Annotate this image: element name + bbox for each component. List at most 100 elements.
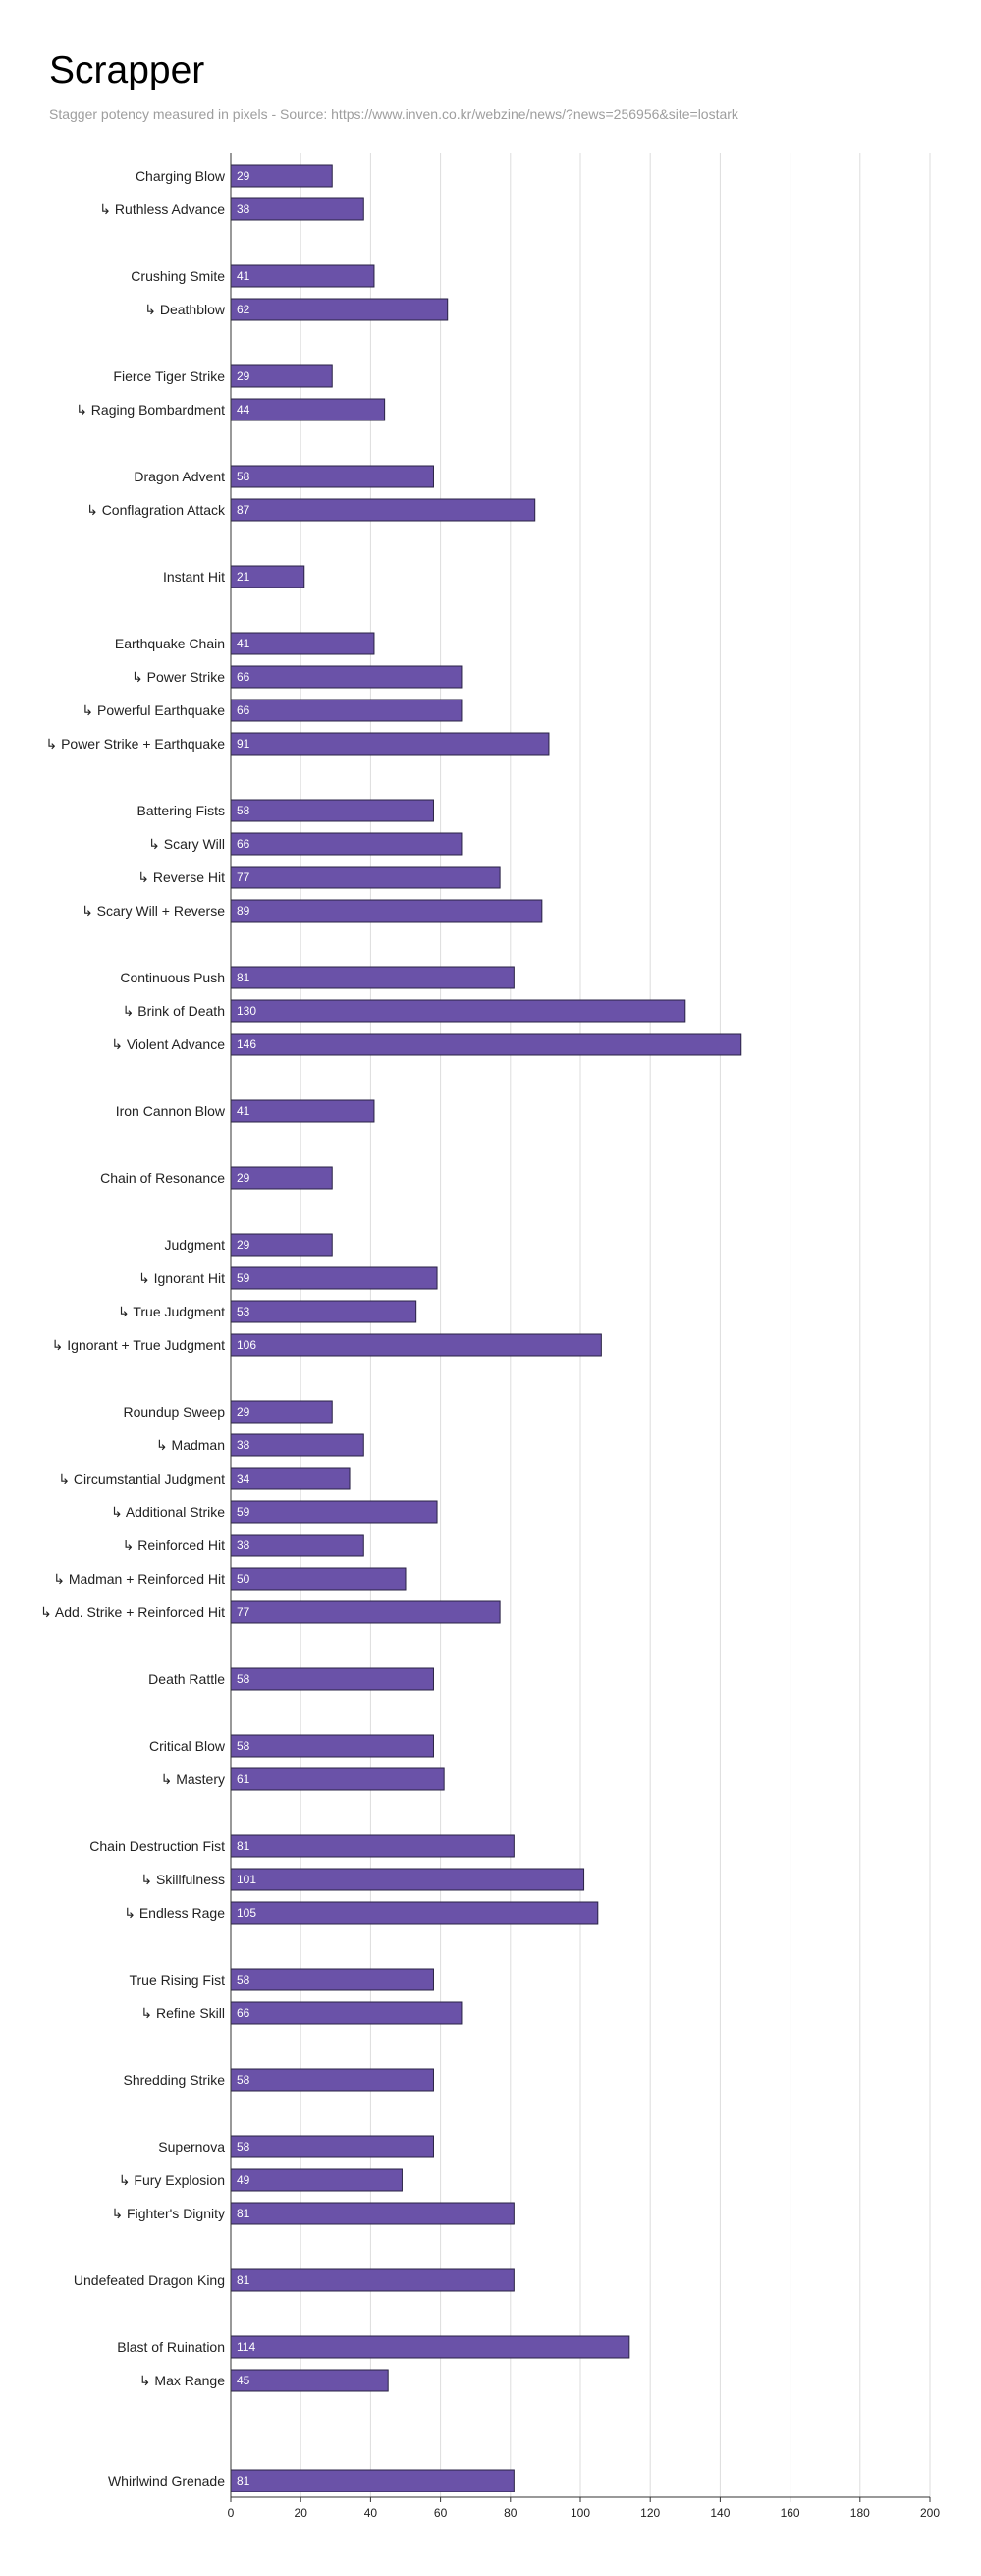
bar — [230, 799, 434, 822]
x-tick-label: 0 — [228, 2506, 235, 2520]
bar — [230, 498, 536, 522]
bar — [230, 1300, 417, 1323]
bar — [230, 732, 550, 756]
category-label: Continuous Push — [120, 970, 225, 985]
category-label: Charging Blow — [136, 168, 226, 184]
category-label: ↳ Max Range — [139, 2373, 225, 2388]
bar-value-label: 66 — [237, 837, 250, 851]
tick-labels: 0 20 40 60 80 100 120 140 160 180 200 — [228, 2506, 941, 2520]
bar — [230, 2135, 434, 2158]
category-label: Crushing Smite — [131, 268, 225, 284]
chart-subtitle: Stagger potency measured in pixels - Sou… — [49, 106, 738, 122]
category-label: ↳ Skillfulness — [140, 1872, 225, 1887]
bar — [230, 1968, 434, 1991]
category-label: Blast of Ruination — [117, 2339, 225, 2355]
category-label: ↳ Deathblow — [144, 302, 226, 317]
bar — [230, 1767, 445, 1791]
x-tick-label: 160 — [781, 2506, 800, 2520]
bar-value-label: 49 — [237, 2173, 250, 2187]
category-label: Whirlwind Grenade — [108, 2473, 225, 2489]
bar — [230, 999, 686, 1023]
bar — [230, 197, 364, 221]
bar — [230, 1333, 602, 1357]
bar — [230, 2469, 515, 2492]
bar-value-label: 34 — [237, 1472, 250, 1485]
bar — [230, 1901, 599, 1925]
bar-value-label: 21 — [237, 570, 250, 584]
category-label: ↳ Ignorant Hit — [138, 1270, 225, 1286]
chart-title: Scrapper — [49, 49, 205, 91]
x-tick-label: 20 — [295, 2506, 308, 2520]
bar — [230, 632, 375, 655]
bar-value-label: 87 — [237, 503, 250, 517]
bar-value-label: 59 — [237, 1271, 250, 1285]
category-label: Earthquake Chain — [115, 636, 225, 651]
category-label: Battering Fists — [137, 803, 225, 818]
bar — [230, 832, 463, 856]
bar-value-label: 29 — [237, 1405, 250, 1419]
bar-value-label: 29 — [237, 1238, 250, 1252]
bar-value-label: 66 — [237, 703, 250, 717]
bar-value-label: 41 — [237, 637, 250, 650]
x-tick-label: 120 — [640, 2506, 660, 2520]
bar-value-label: 58 — [237, 470, 250, 483]
bar-value-label: 58 — [237, 804, 250, 817]
category-label: ↳ Reverse Hit — [137, 869, 225, 885]
category-label: ↳ Circumstantial Judgment — [58, 1471, 225, 1486]
bar-value-label: 41 — [237, 269, 250, 283]
category-label: Undefeated Dragon King — [74, 2272, 225, 2288]
bar-value-label: 105 — [237, 1906, 256, 1920]
bar — [230, 1667, 434, 1691]
axes — [230, 153, 931, 2502]
bar-value-label: 106 — [237, 1338, 256, 1352]
bar — [230, 2268, 515, 2292]
bar-value-label: 58 — [237, 1739, 250, 1753]
x-tick-label: 60 — [434, 2506, 448, 2520]
bar-value-label: 77 — [237, 870, 250, 884]
bar-value-label: 77 — [237, 1605, 250, 1619]
category-label: ↳ Refine Skill — [140, 2005, 225, 2021]
category-labels: Charging Blow ↳ Ruthless Advance Crushing … — [40, 168, 226, 2489]
category-label: ↳ Mastery — [161, 1771, 225, 1787]
bar — [230, 1033, 742, 1056]
category-label: Critical Blow — [149, 1738, 226, 1754]
bar-value-label: 91 — [237, 737, 250, 751]
category-label: Dragon Advent — [134, 469, 225, 484]
bar — [230, 1099, 375, 1123]
x-tick-label: 100 — [571, 2506, 590, 2520]
bar-value-label: 61 — [237, 1772, 250, 1786]
x-tick-label: 140 — [710, 2506, 730, 2520]
category-label: Chain Destruction Fist — [89, 1838, 225, 1854]
bar — [230, 1868, 585, 1891]
category-label: ↳ Power Strike + Earthquake — [45, 736, 225, 752]
bar-value-label: 62 — [237, 303, 250, 316]
category-label: Instant Hit — [163, 569, 225, 585]
bar — [230, 866, 501, 889]
bar-value-label: 53 — [237, 1305, 250, 1318]
bar-value-label: 81 — [237, 1839, 250, 1853]
bar-value-label: 89 — [237, 904, 250, 918]
bar-value-label: 38 — [237, 202, 250, 216]
category-label: ↳ Ignorant + True Judgment — [52, 1337, 225, 1353]
category-label: Shredding Strike — [123, 2072, 225, 2088]
bar-value-label: 66 — [237, 2006, 250, 2020]
bar-value-label: 130 — [237, 1004, 256, 1018]
bar-value-label: 58 — [237, 2140, 250, 2154]
bar — [230, 1500, 438, 1524]
category-label: Iron Cannon Blow — [116, 1103, 226, 1119]
bars: 29 38 41 62 29 44 58 87 21 41 66 66 91 58 66 77 89 81 130 1… — [230, 164, 742, 2492]
bar — [230, 2335, 630, 2359]
category-label: ↳ Add. Strike + Reinforced Hit — [40, 1604, 225, 1620]
bar-value-label: 81 — [237, 971, 250, 984]
x-tick-label: 180 — [850, 2506, 870, 2520]
bar-value-label: 59 — [237, 1505, 250, 1519]
bar-value-label: 114 — [237, 2340, 255, 2354]
category-label: ↳ Violent Advance — [111, 1036, 225, 1052]
bar — [230, 1567, 407, 1591]
bar-value-label: 44 — [237, 403, 250, 417]
category-label: Roundup Sweep — [123, 1404, 225, 1420]
bar — [230, 1534, 364, 1557]
bar-value-label: 66 — [237, 670, 250, 684]
bar — [230, 1734, 434, 1758]
